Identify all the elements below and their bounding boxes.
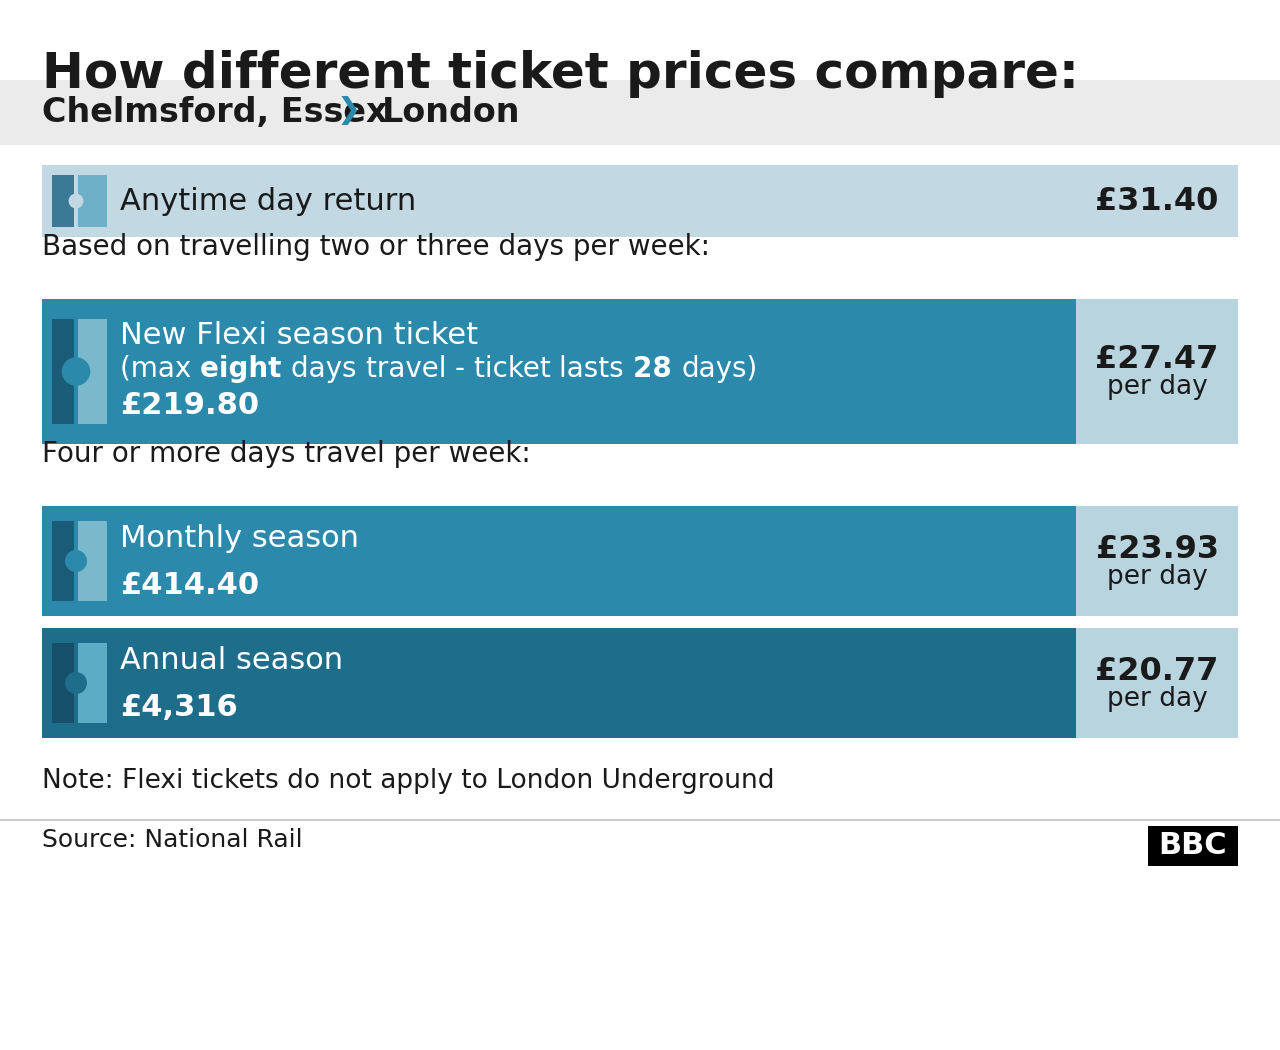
Text: eight: eight bbox=[200, 355, 291, 383]
Bar bbox=[78, 644, 108, 722]
Text: New Flexi season ticket: New Flexi season ticket bbox=[120, 321, 479, 350]
Circle shape bbox=[65, 550, 86, 571]
Text: BBC: BBC bbox=[1158, 832, 1228, 861]
Text: Note: Flexi tickets do not apply to London Underground: Note: Flexi tickets do not apply to Lond… bbox=[42, 768, 774, 794]
Bar bbox=[42, 506, 1076, 616]
Text: London: London bbox=[381, 96, 521, 129]
Text: Anytime day return: Anytime day return bbox=[120, 187, 416, 215]
Text: lasts: lasts bbox=[559, 355, 632, 383]
Text: £23.93: £23.93 bbox=[1096, 533, 1219, 565]
Bar bbox=[52, 319, 74, 424]
Bar bbox=[78, 175, 108, 227]
Text: Four or more days travel per week:: Four or more days travel per week: bbox=[42, 440, 531, 468]
Text: £4,316: £4,316 bbox=[120, 693, 238, 722]
Text: (max: (max bbox=[120, 355, 200, 383]
Text: days: days bbox=[291, 355, 366, 383]
Bar bbox=[1076, 506, 1238, 616]
Bar bbox=[1076, 165, 1238, 237]
Text: £414.40: £414.40 bbox=[120, 571, 259, 600]
Text: Chelmsford, Essex: Chelmsford, Essex bbox=[42, 96, 388, 129]
Bar bbox=[42, 628, 1076, 738]
Text: per day: per day bbox=[1107, 375, 1207, 400]
Bar bbox=[0, 80, 1280, 145]
Text: days): days) bbox=[681, 355, 758, 383]
Bar bbox=[1076, 628, 1238, 738]
Text: £31.40: £31.40 bbox=[1096, 186, 1219, 216]
Bar bbox=[1076, 299, 1238, 444]
Bar bbox=[52, 644, 74, 722]
Circle shape bbox=[63, 358, 90, 385]
Text: £219.80: £219.80 bbox=[120, 391, 259, 420]
Bar bbox=[42, 165, 1076, 237]
Text: Monthly season: Monthly season bbox=[120, 524, 358, 553]
Circle shape bbox=[69, 194, 83, 208]
Text: Annual season: Annual season bbox=[120, 646, 343, 675]
Bar bbox=[78, 522, 108, 601]
Text: Based on travelling two or three days per week:: Based on travelling two or three days pe… bbox=[42, 233, 710, 261]
Text: Source: National Rail: Source: National Rail bbox=[42, 828, 302, 852]
Circle shape bbox=[65, 673, 86, 693]
Text: -: - bbox=[454, 355, 474, 383]
Text: travel: travel bbox=[366, 355, 454, 383]
Bar bbox=[78, 319, 108, 424]
Text: ❯: ❯ bbox=[337, 96, 361, 125]
Text: ticket: ticket bbox=[474, 355, 559, 383]
Text: £27.47: £27.47 bbox=[1096, 344, 1219, 375]
Text: £20.77: £20.77 bbox=[1096, 655, 1219, 687]
Bar bbox=[42, 299, 1076, 444]
Bar bbox=[52, 175, 74, 227]
Bar bbox=[1148, 826, 1238, 866]
Text: per day: per day bbox=[1107, 686, 1207, 712]
Text: How different ticket prices compare:: How different ticket prices compare: bbox=[42, 50, 1079, 98]
Text: per day: per day bbox=[1107, 564, 1207, 590]
Bar bbox=[52, 522, 74, 601]
Text: 28: 28 bbox=[632, 355, 681, 383]
